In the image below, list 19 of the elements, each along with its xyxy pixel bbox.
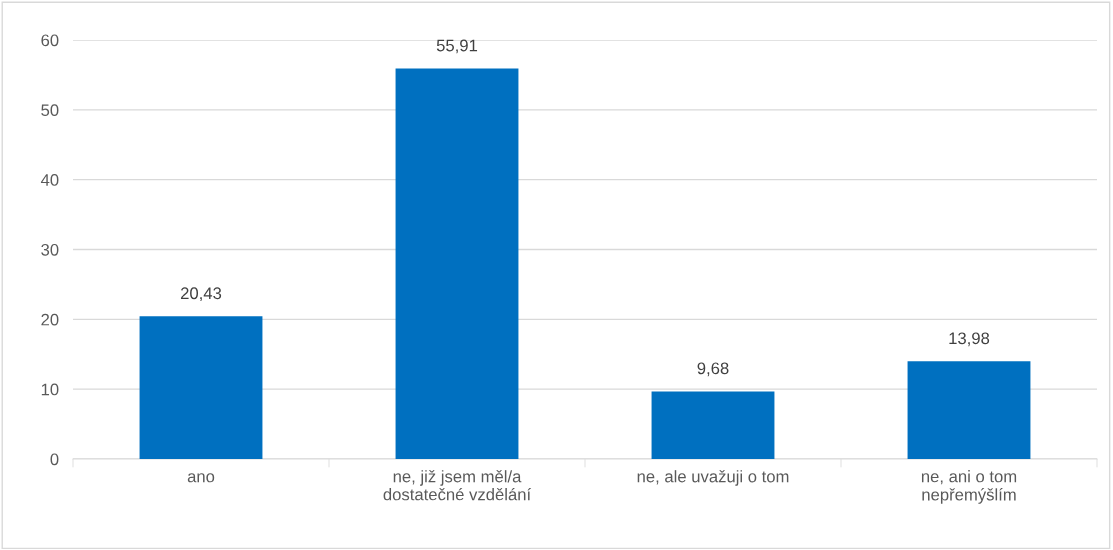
y-tick-label: 60: [41, 34, 59, 47]
x-tick-label: ne, ale uvažuji o tom: [637, 470, 789, 486]
data-label: 13,98: [949, 332, 990, 347]
bar: [907, 361, 1031, 459]
y-tick-label: 40: [40, 174, 59, 186]
y-tick-label: 20: [41, 313, 59, 326]
y-tick-label: 30: [41, 243, 59, 256]
y-tick-label: 0: [50, 453, 59, 466]
data-label: 20,43: [180, 287, 222, 302]
x-tick-label: ano: [187, 473, 215, 483]
bar: [651, 391, 775, 459]
data-label: 55,91: [436, 39, 478, 54]
x-tick-label: ne, již jsem měl/a dostatečné vzdělání: [383, 470, 532, 501]
x-tick-label: ne, ani o tom nepřemýšlím: [921, 470, 1017, 504]
y-tick-label: 50: [41, 104, 59, 117]
y-tick-label: 10: [41, 383, 59, 396]
bar: [395, 68, 519, 459]
bar: [139, 316, 263, 459]
data-label: 9,68: [697, 362, 729, 377]
